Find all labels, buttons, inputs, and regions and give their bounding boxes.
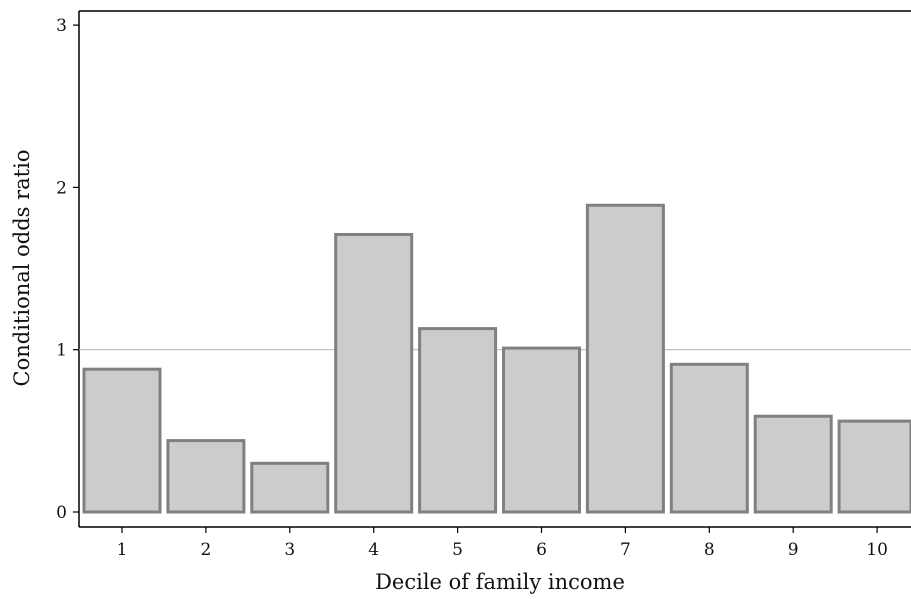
x-tick-label: 8	[704, 540, 715, 560]
y-tick-label: 0	[56, 503, 67, 523]
bar-decile-5	[418, 327, 498, 514]
bar-decile-10	[837, 419, 911, 514]
plot-frame	[78, 10, 911, 528]
bar-decile-8	[669, 362, 749, 514]
y-tick-label: 2	[56, 178, 67, 198]
bars-layer	[82, 203, 911, 514]
x-tick-label: 3	[284, 540, 295, 560]
x-tick-label: 2	[200, 540, 211, 560]
x-ticks-layer: 1 2 3 4 5 6 7 8 9 10	[117, 527, 888, 560]
x-tick-label: 7	[620, 540, 631, 560]
x-tick-label: 9	[788, 540, 799, 560]
bar-decile-7	[585, 203, 665, 514]
x-tick-label: 1	[117, 540, 128, 560]
bar-decile-9	[753, 414, 833, 514]
bar-decile-3	[250, 461, 330, 514]
y-tick-label: 1	[56, 341, 67, 361]
bar-decile-1	[82, 367, 162, 514]
bar-decile-2	[166, 439, 246, 514]
x-tick-label: 10	[866, 540, 888, 560]
y-ticks-layer: 0 1 2 3	[56, 16, 79, 523]
x-tick-label: 4	[368, 540, 379, 560]
bar-decile-4	[334, 232, 414, 514]
y-tick-label: 3	[56, 16, 67, 36]
y-axis-title: Conditional odds ratio	[10, 150, 34, 387]
x-axis-title: Decile of family income	[375, 570, 625, 594]
bar-decile-6	[502, 346, 581, 514]
x-tick-label: 5	[452, 540, 463, 560]
x-tick-label: 6	[536, 540, 547, 560]
